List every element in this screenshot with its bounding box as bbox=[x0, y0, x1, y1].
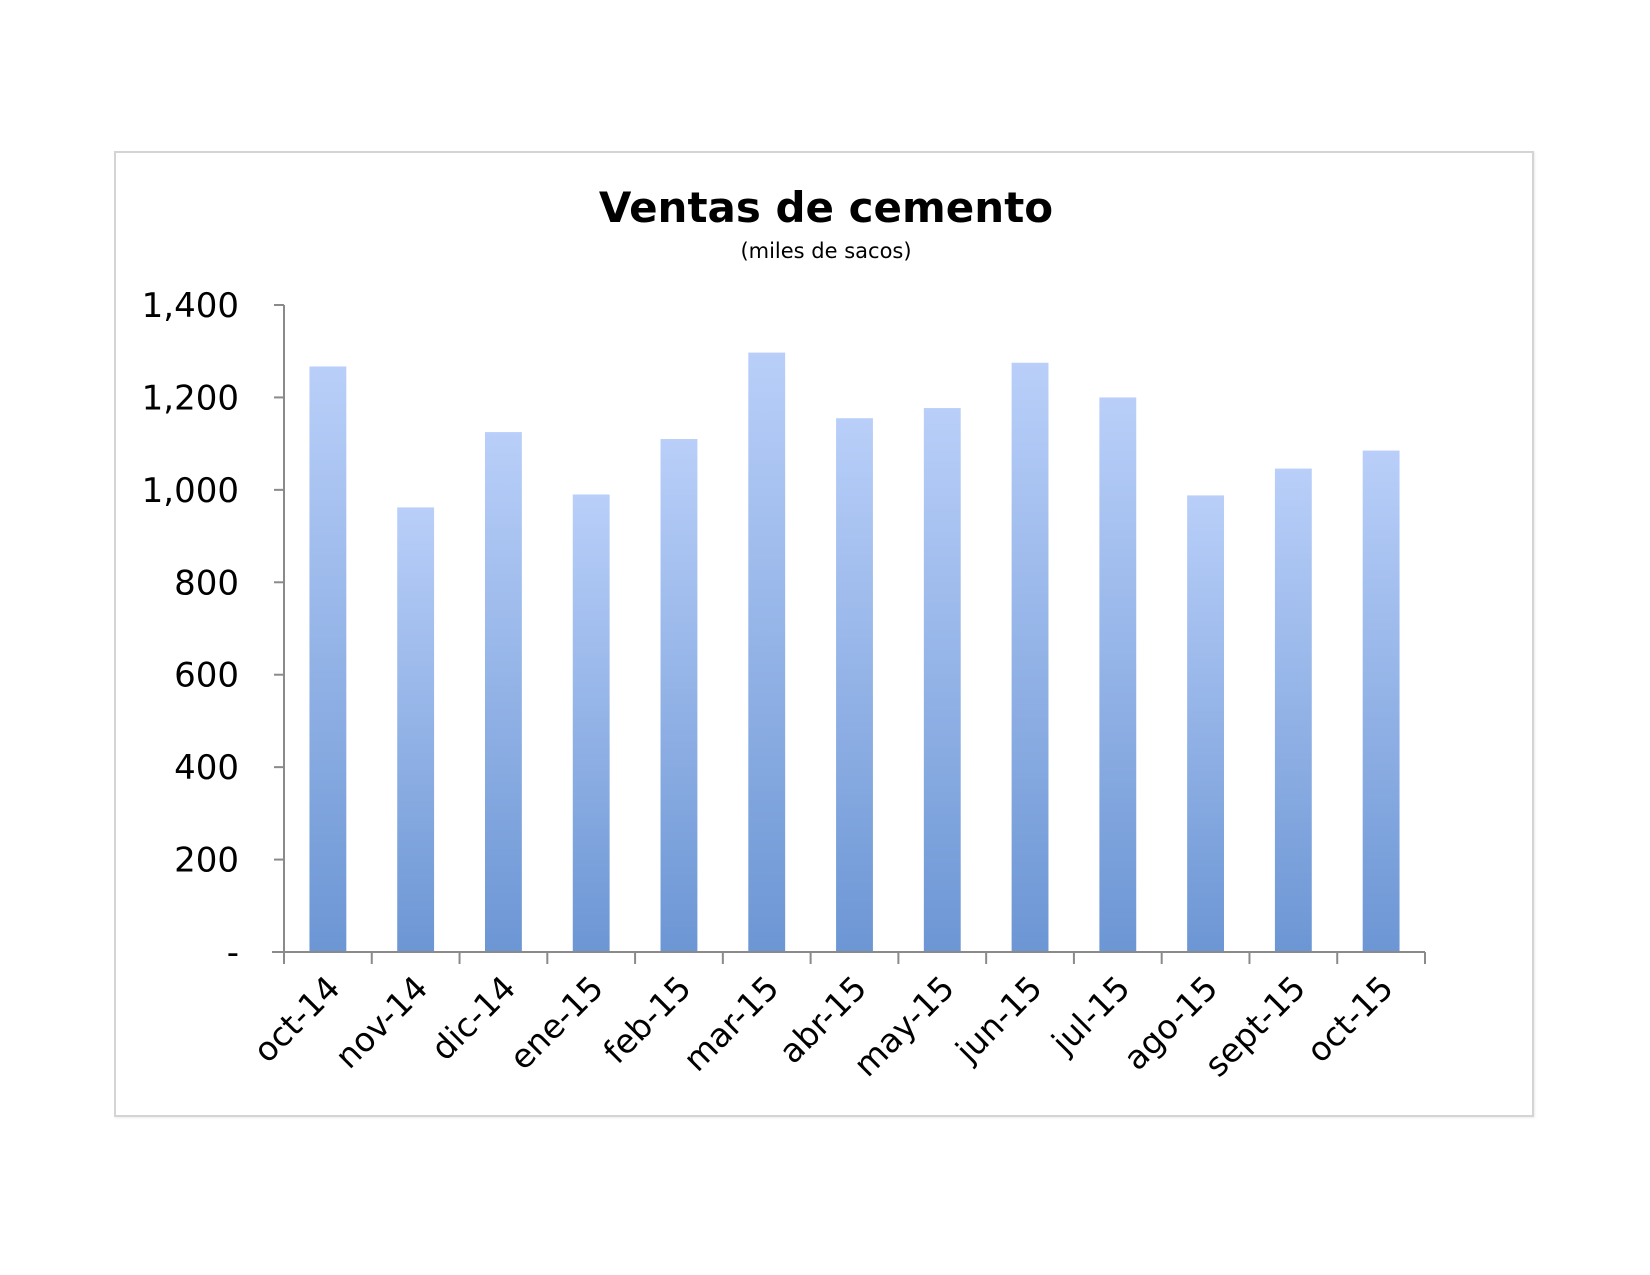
x-tick-label: ene-15 bbox=[502, 968, 611, 1077]
bar-feb-15 bbox=[660, 439, 698, 952]
bar-jul-15 bbox=[1099, 397, 1137, 952]
bar-may-15 bbox=[923, 408, 961, 952]
bar-chart: Ventas de cemento (miles de sacos) - 200 4… bbox=[142, 183, 1426, 1084]
bar-jun-15 bbox=[1011, 362, 1049, 953]
y-tick-label: 400 bbox=[174, 748, 239, 788]
bars bbox=[309, 352, 1400, 953]
bar-ene-15 bbox=[572, 494, 610, 952]
y-axis: - 200 400 600 800 1,000 1,200 1,400 bbox=[142, 286, 285, 973]
chart-title: Ventas de cemento bbox=[599, 183, 1053, 232]
x-tick-label: nov-14 bbox=[327, 968, 435, 1076]
bar-dic-14 bbox=[484, 432, 522, 952]
bar-abr-15 bbox=[836, 418, 873, 953]
y-tick-label: 1,000 bbox=[142, 471, 239, 511]
x-tick-label: mar-15 bbox=[676, 968, 787, 1079]
y-tick-label: 1,200 bbox=[142, 378, 239, 418]
bar-oct-14 bbox=[309, 366, 347, 953]
y-tick-label: 600 bbox=[174, 656, 239, 696]
bar-mar-15 bbox=[748, 352, 786, 952]
bar-oct-15 bbox=[1362, 450, 1400, 952]
bar-ago-15 bbox=[1187, 495, 1225, 952]
chart-subtitle: (miles de sacos) bbox=[740, 239, 911, 263]
y-tick-label: 200 bbox=[174, 841, 239, 881]
chart-container: Ventas de cemento (miles de sacos) - 200 4… bbox=[114, 151, 1534, 1117]
bar-nov-14 bbox=[397, 507, 435, 952]
y-tick-label: 800 bbox=[174, 563, 239, 603]
x-tick-label: oct-15 bbox=[1299, 968, 1401, 1070]
y-tick-label: 1,400 bbox=[142, 286, 239, 326]
x-tick-label: jun-15 bbox=[947, 968, 1049, 1070]
y-tick-label: - bbox=[227, 933, 239, 973]
x-axis: oct-14nov-14dic-14ene-15feb-15mar-15abr-… bbox=[246, 951, 1426, 1084]
bar-sept-15 bbox=[1274, 468, 1312, 952]
